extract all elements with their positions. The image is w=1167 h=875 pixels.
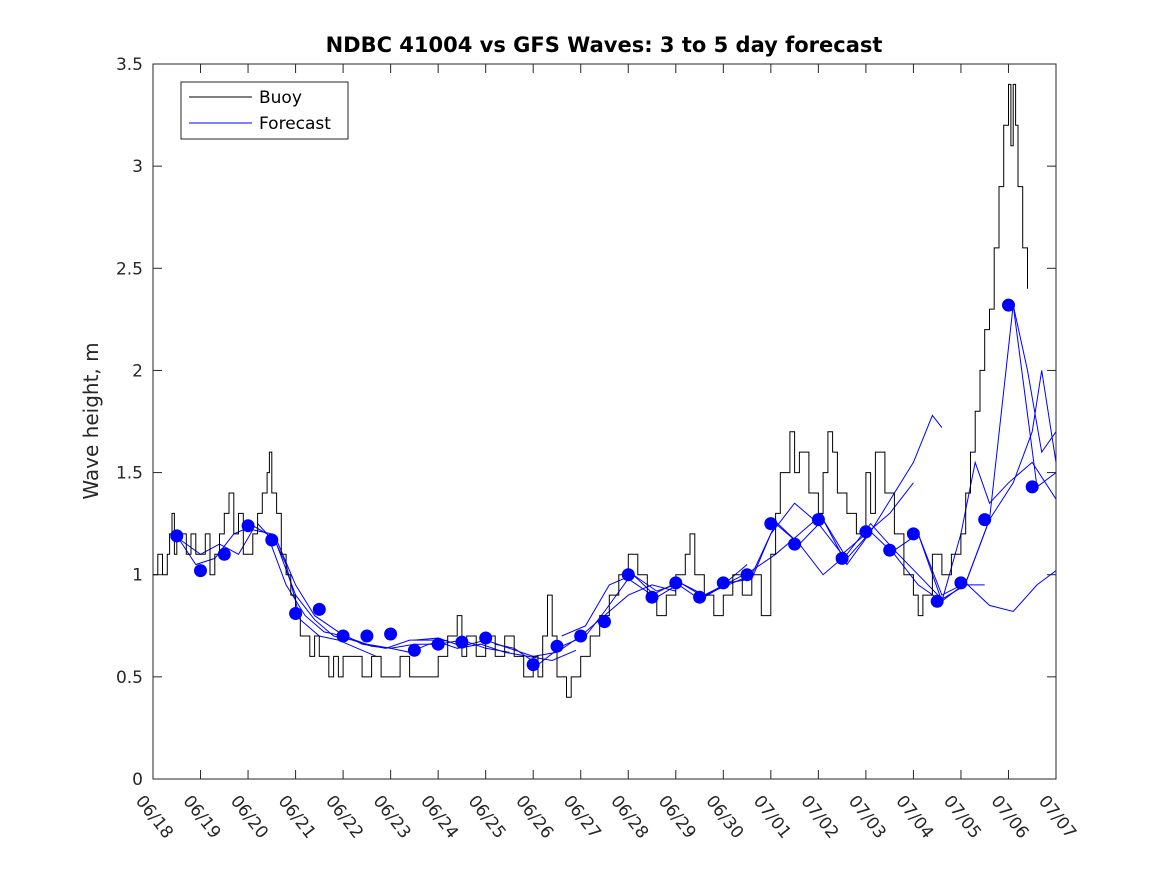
forecast-marker — [764, 517, 778, 531]
forecast-marker — [1002, 298, 1015, 312]
forecast-marker — [621, 568, 635, 582]
chart-title: NDBC 41004 vs GFS Waves: 3 to 5 day fore… — [326, 33, 883, 57]
forecast-marker — [693, 590, 707, 604]
forecast-marker — [954, 576, 968, 590]
forecast-marker — [811, 513, 825, 527]
forecast-marker — [384, 627, 398, 641]
y-tick-label: 1.5 — [116, 464, 143, 484]
axes-box — [152, 63, 1057, 780]
forecast-line — [965, 370, 1056, 584]
forecast-marker — [835, 551, 849, 565]
y-tick-label: 1 — [132, 566, 143, 586]
forecast-marker — [431, 637, 445, 651]
forecast-marker — [1025, 480, 1039, 494]
y-axis-label: Wave height, m — [79, 342, 103, 499]
legend-label-forecast: Forecast — [259, 114, 331, 134]
forecast-marker — [217, 547, 231, 561]
legend-box — [180, 81, 349, 140]
forecast-marker — [241, 519, 255, 533]
forecast-marker — [978, 513, 992, 527]
forecast-marker — [407, 643, 421, 657]
forecast-marker — [930, 594, 944, 608]
legend-label-buoy: Buoy — [259, 88, 302, 108]
forecast-line — [561, 513, 824, 637]
forecast-marker — [859, 525, 873, 539]
forecast-marker — [598, 615, 611, 629]
y-tick-label: 0.5 — [116, 668, 143, 688]
forecast-marker — [479, 631, 493, 645]
forecast-marker — [788, 537, 802, 551]
forecast-marker — [194, 564, 207, 578]
buoy-series-line — [153, 83, 1028, 698]
forecast-marker — [312, 602, 326, 616]
forecast-line — [894, 460, 1056, 603]
forecast-marker — [574, 629, 588, 643]
forecast-marker — [455, 635, 469, 649]
forecast-marker — [906, 527, 920, 541]
y-tick-label: 2 — [132, 361, 143, 381]
forecast-marker — [289, 607, 303, 620]
forecast-marker — [336, 629, 350, 643]
forecast-line — [917, 304, 1056, 596]
legend: Buoy Forecast — [180, 81, 349, 140]
y-tick-label: 0 — [132, 770, 143, 790]
forecast-marker — [360, 629, 374, 643]
forecast-marker — [669, 576, 683, 590]
forecast-marker — [526, 658, 540, 672]
forecast-marker — [883, 543, 897, 557]
y-tick-label: 2.5 — [116, 259, 143, 279]
forecast-marker — [550, 639, 564, 653]
forecast-marker — [645, 590, 659, 604]
y-tick-label: 3.5 — [116, 55, 143, 75]
forecast-marker — [716, 576, 730, 590]
forecast-marker — [265, 533, 279, 547]
forecast-marker — [170, 529, 184, 543]
y-tick-label: 3 — [132, 157, 143, 177]
forecast-marker — [740, 568, 754, 582]
